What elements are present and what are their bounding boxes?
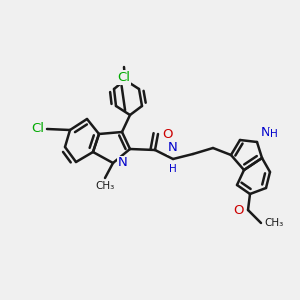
Text: Cl: Cl (118, 71, 130, 84)
Text: N: N (261, 126, 271, 139)
Text: N: N (168, 141, 178, 154)
Text: CH₃: CH₃ (264, 218, 283, 228)
Text: O: O (162, 128, 172, 140)
Text: H: H (270, 129, 278, 139)
Text: N: N (118, 157, 128, 169)
Text: Cl: Cl (31, 122, 44, 136)
Text: H: H (169, 164, 177, 174)
Text: CH₃: CH₃ (95, 181, 115, 191)
Text: O: O (233, 203, 244, 217)
